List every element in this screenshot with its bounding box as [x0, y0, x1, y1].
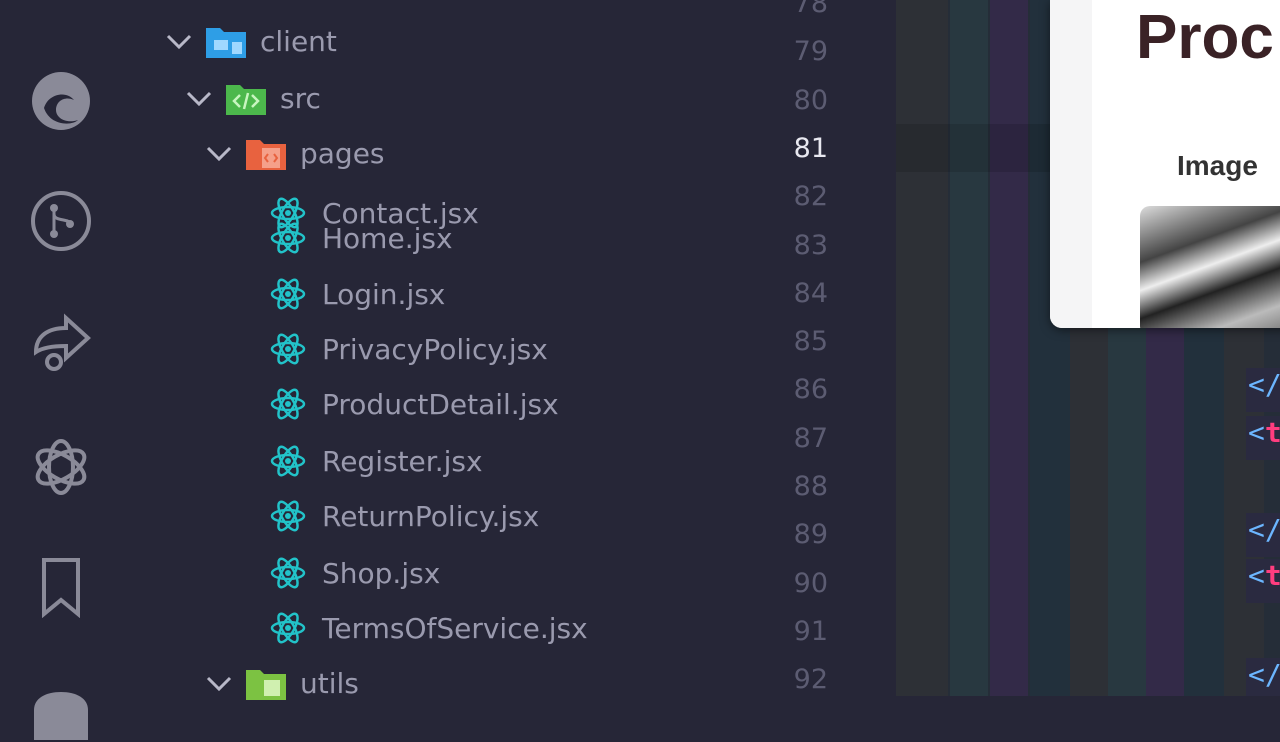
file-name: ProductDetail.jsx — [322, 387, 559, 421]
current-line-highlight — [896, 124, 1056, 172]
activity-bar — [0, 0, 120, 740]
react-icon — [270, 333, 306, 365]
file-item[interactable]: Login.jsx — [270, 269, 445, 319]
react-icon — [270, 197, 306, 229]
folder-pages-icon — [246, 140, 286, 170]
chevron-down-icon — [186, 91, 212, 107]
folder-name: pages — [300, 136, 385, 170]
source-control-icon[interactable] — [30, 190, 92, 252]
preview-image — [1140, 206, 1280, 328]
folder-client[interactable]: client — [164, 16, 337, 66]
file-name: Contact.jsx — [322, 196, 479, 230]
line-number: 79 — [793, 36, 828, 68]
file-name: PrivacyPolicy.jsx — [322, 332, 548, 366]
react-icon — [270, 278, 306, 310]
folder-code-icon — [226, 85, 266, 115]
file-item[interactable]: TermsOfService.jsx — [270, 603, 588, 653]
file-item[interactable]: Register.jsx — [270, 436, 483, 486]
chevron-down-icon — [206, 676, 232, 692]
line-number: 81 — [793, 132, 828, 164]
file-name: Register.jsx — [322, 444, 483, 478]
bookmark-icon[interactable] — [30, 556, 92, 618]
code-fragment: </ — [1246, 368, 1280, 412]
line-number: 91 — [793, 615, 828, 647]
code-fragment: </ — [1246, 513, 1280, 557]
line-number: 80 — [793, 84, 828, 116]
folder-name: utils — [300, 666, 359, 700]
file-item[interactable]: Home.jsx — [270, 213, 453, 263]
preview-title: Proc — [1136, 3, 1274, 72]
remote-share-icon[interactable] — [30, 312, 92, 374]
line-number: 89 — [793, 519, 828, 551]
line-number: 87 — [793, 422, 828, 454]
hover-preview-popup: Proc Image — [1050, 0, 1280, 328]
line-number: 78 — [793, 0, 828, 19]
file-item[interactable]: Shop.jsx — [270, 548, 440, 598]
code-fragment: <t — [1246, 559, 1280, 603]
file-item[interactable]: ReturnPolicy.jsx — [270, 491, 539, 541]
preview-label: Image — [1177, 150, 1258, 181]
react-icon — [270, 500, 306, 532]
line-number: 82 — [793, 181, 828, 213]
line-number: 90 — [793, 567, 828, 599]
folder-src[interactable]: src — [184, 73, 321, 123]
line-number: 92 — [793, 664, 828, 696]
edge-browser-icon[interactable] — [30, 70, 92, 132]
react-icon — [270, 445, 306, 477]
openai-icon[interactable] — [30, 436, 92, 498]
folder-name: src — [280, 81, 321, 115]
react-icon — [270, 612, 306, 644]
chevron-down-icon — [206, 146, 232, 162]
folder-utils-icon — [246, 670, 286, 700]
react-icon — [270, 388, 306, 420]
file-contact[interactable]: Contact.jsx — [270, 188, 479, 238]
line-number-gutter: 78 79 80 81 82 83 84 85 86 87 88 89 90 91 92 — [780, 0, 896, 720]
copilot-icon[interactable] — [30, 680, 92, 742]
file-name: TermsOfService.jsx — [322, 611, 588, 645]
line-number: 83 — [793, 229, 828, 261]
folder-utils[interactable]: utils — [204, 658, 359, 708]
sticky-folder-header: client src pages — [120, 0, 900, 176]
react-icon — [270, 222, 306, 254]
folder-name: client — [260, 24, 337, 58]
file-name: Shop.jsx — [322, 556, 441, 590]
file-name: ReturnPolicy.jsx — [322, 499, 540, 533]
line-number: 88 — [793, 471, 828, 502]
react-icon — [270, 557, 306, 589]
code-fragment: </ — [1246, 658, 1280, 696]
file-explorer: Contact.jsx Home.jsx Login.jsx PrivacyPoli… — [120, 0, 900, 720]
file-name: Login.jsx — [322, 277, 446, 311]
folder-pages[interactable]: pages — [204, 128, 385, 178]
file-name: Home.jsx — [322, 221, 453, 255]
line-number: 85 — [793, 326, 828, 358]
line-number: 84 — [793, 277, 828, 309]
file-item[interactable]: PrivacyPolicy.jsx — [270, 324, 548, 374]
folder-client-icon — [206, 28, 246, 58]
file-item[interactable]: ProductDetail.jsx — [270, 379, 559, 429]
code-fragment: <t — [1246, 416, 1280, 460]
line-number: 86 — [793, 374, 828, 406]
chevron-down-icon — [166, 34, 192, 50]
